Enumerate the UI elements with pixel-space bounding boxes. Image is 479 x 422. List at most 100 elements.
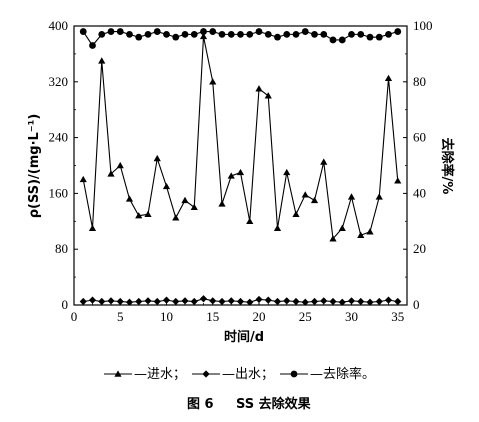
series-1-point <box>236 168 245 176</box>
right-y-axis-ticks: 0 20 40 60 80 100 <box>403 18 433 312</box>
series-1-point <box>227 172 235 179</box>
series-2-point <box>292 297 300 306</box>
series-1-point <box>264 92 272 99</box>
series-2-point <box>273 297 282 306</box>
series-2-point <box>264 296 272 304</box>
series-2-point <box>153 297 161 306</box>
series-3-point <box>163 30 170 38</box>
plot-border <box>73 25 408 306</box>
series-3-point <box>264 30 272 38</box>
series-2-point <box>116 297 124 306</box>
series-1-point <box>394 177 402 184</box>
left-y-tick-label: 80 <box>55 241 68 256</box>
x-tick-label: 20 <box>253 309 266 324</box>
series-3-point <box>218 30 226 38</box>
series-2-point <box>366 298 374 306</box>
series-2-point <box>236 297 245 306</box>
series-3-point <box>209 28 217 35</box>
series-3-point <box>329 36 337 44</box>
series-3-point <box>153 28 161 35</box>
series-2-point <box>375 297 383 306</box>
series-1-point <box>384 74 393 82</box>
series-3-point <box>135 33 143 41</box>
series-1-point <box>320 158 328 165</box>
left-y-tick-label: 0 <box>62 297 69 312</box>
series-3-point <box>190 30 198 38</box>
series-3-point <box>181 30 189 38</box>
series-2-point <box>135 297 143 306</box>
series-3-point <box>126 30 133 38</box>
series-1-point <box>162 182 171 190</box>
series-3-point <box>172 33 180 41</box>
caption-number: 图 6 <box>187 397 214 412</box>
series-1-line <box>82 36 399 241</box>
x-tick-label: 30 <box>345 309 358 324</box>
left-y-tick-label: 320 <box>49 74 69 89</box>
x-tick-label: 15 <box>206 309 219 324</box>
caption-title: SS 去除效果 <box>236 396 311 412</box>
legend-marker-2 <box>202 370 210 378</box>
series-2-point <box>181 297 189 305</box>
left-y-axis-title: ρ(SS)/(mg·L⁻¹) <box>27 114 42 219</box>
series-layer <box>79 28 402 306</box>
legend-marker-1 <box>114 370 122 377</box>
left-y-axis-ticks: 0 80 160 240 320 400 <box>49 18 78 312</box>
series-3-point <box>301 28 309 35</box>
x-tick-label: 5 <box>117 309 124 324</box>
series-1-point <box>292 210 300 218</box>
series-3-point <box>375 33 383 41</box>
series-1-point <box>301 191 309 198</box>
series-1-point <box>88 224 97 231</box>
series-1-point <box>172 214 180 221</box>
legend: —进水； —出水； —去除率。 <box>104 366 375 382</box>
x-tick-label: 10 <box>160 309 173 324</box>
series-1-point <box>199 32 208 40</box>
series-1-point <box>338 224 346 231</box>
series-1-point <box>375 193 383 200</box>
series-3-point <box>385 30 392 38</box>
series-1-point <box>125 195 134 202</box>
series-1-point <box>366 228 374 235</box>
series-3-point <box>79 28 87 35</box>
legend-marker-3 <box>290 370 298 378</box>
series-1-point <box>181 196 189 204</box>
series-3-point <box>292 30 300 38</box>
series-2-point <box>98 297 106 306</box>
series-2-point <box>357 297 365 306</box>
left-y-tick-label: 160 <box>49 185 69 200</box>
series-2-point <box>144 297 152 305</box>
x-tick-label: 25 <box>299 309 312 324</box>
series-3-point <box>283 30 291 38</box>
series-2-point <box>79 297 87 306</box>
series-1-point <box>357 231 365 238</box>
series-2-point <box>394 297 402 306</box>
series-1-point <box>116 161 124 169</box>
series-1-point <box>209 78 217 85</box>
series-3-point <box>311 30 318 38</box>
right-y-tick-label: 60 <box>413 130 426 145</box>
series-3-point <box>338 36 346 44</box>
series-2-point <box>310 297 319 306</box>
series-1-point <box>79 175 87 183</box>
right-y-tick-label: 0 <box>413 297 420 312</box>
series-1-point <box>273 224 282 231</box>
series-1-point <box>246 217 254 224</box>
legend-label-3: —去除率。 <box>310 366 375 382</box>
plot-frame <box>73 25 408 306</box>
series-2-point <box>88 296 97 304</box>
series-3-point <box>366 33 374 41</box>
series-3-point <box>107 28 115 35</box>
series-2-point <box>125 298 134 306</box>
series-2-point <box>301 298 309 306</box>
right-y-tick-label: 40 <box>413 185 426 200</box>
series-2-point <box>172 297 180 306</box>
series-2-group <box>79 295 402 306</box>
series-3-point <box>246 30 254 38</box>
series-2-point <box>246 298 254 306</box>
series-2-point <box>329 297 337 306</box>
series-2-point <box>218 297 226 306</box>
series-3-group <box>79 28 402 49</box>
series-2-point <box>338 298 346 306</box>
series-1-point <box>190 203 198 211</box>
series-1-point <box>310 196 319 204</box>
